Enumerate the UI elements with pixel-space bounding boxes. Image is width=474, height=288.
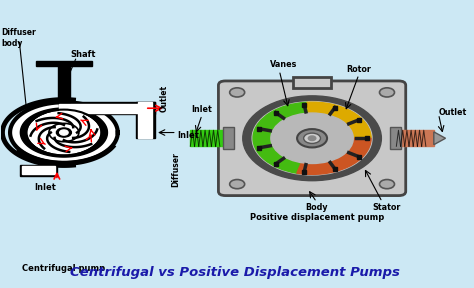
- Circle shape: [29, 111, 99, 154]
- Wedge shape: [307, 102, 371, 138]
- Text: Outlet: Outlet: [160, 85, 169, 112]
- Circle shape: [252, 102, 372, 175]
- Polygon shape: [20, 108, 108, 157]
- Circle shape: [380, 88, 394, 97]
- Wedge shape: [297, 138, 371, 174]
- Text: Rotor: Rotor: [346, 65, 371, 74]
- Text: Stator: Stator: [373, 203, 401, 212]
- Polygon shape: [36, 61, 92, 66]
- Text: Shaft: Shaft: [70, 50, 95, 59]
- Text: Diffuser: Diffuser: [171, 152, 180, 187]
- Polygon shape: [136, 102, 155, 138]
- Wedge shape: [253, 102, 312, 173]
- Circle shape: [271, 113, 353, 164]
- Text: Inlet: Inlet: [34, 183, 56, 192]
- Circle shape: [297, 129, 327, 147]
- Text: Diffuser
body: Diffuser body: [1, 28, 36, 48]
- Text: Vanes: Vanes: [270, 60, 298, 69]
- Polygon shape: [223, 127, 234, 149]
- Polygon shape: [22, 166, 55, 174]
- Circle shape: [308, 136, 316, 141]
- Polygon shape: [59, 104, 152, 113]
- Polygon shape: [28, 112, 100, 153]
- Polygon shape: [396, 130, 434, 146]
- Text: Centrifugal pump: Centrifugal pump: [22, 264, 106, 273]
- Text: Inlet: Inlet: [178, 131, 200, 140]
- Polygon shape: [434, 132, 446, 145]
- Text: Outlet: Outlet: [438, 108, 467, 117]
- Text: Inlet: Inlet: [191, 105, 212, 114]
- Circle shape: [304, 133, 320, 143]
- Polygon shape: [138, 102, 153, 138]
- Polygon shape: [59, 102, 155, 114]
- Polygon shape: [20, 164, 57, 176]
- Polygon shape: [390, 127, 401, 149]
- Circle shape: [56, 128, 72, 137]
- Circle shape: [60, 130, 68, 135]
- Text: Body: Body: [305, 203, 328, 212]
- Polygon shape: [10, 102, 118, 163]
- Text: Positive displacement pump: Positive displacement pump: [250, 213, 384, 222]
- Polygon shape: [293, 77, 331, 88]
- Text: Centrifugal vs Positive Displacement Pumps: Centrifugal vs Positive Displacement Pum…: [70, 266, 400, 279]
- Polygon shape: [58, 62, 70, 102]
- Circle shape: [380, 179, 394, 189]
- FancyBboxPatch shape: [219, 81, 406, 196]
- Polygon shape: [191, 130, 228, 146]
- Circle shape: [243, 96, 382, 181]
- Circle shape: [230, 179, 245, 189]
- Circle shape: [230, 88, 245, 97]
